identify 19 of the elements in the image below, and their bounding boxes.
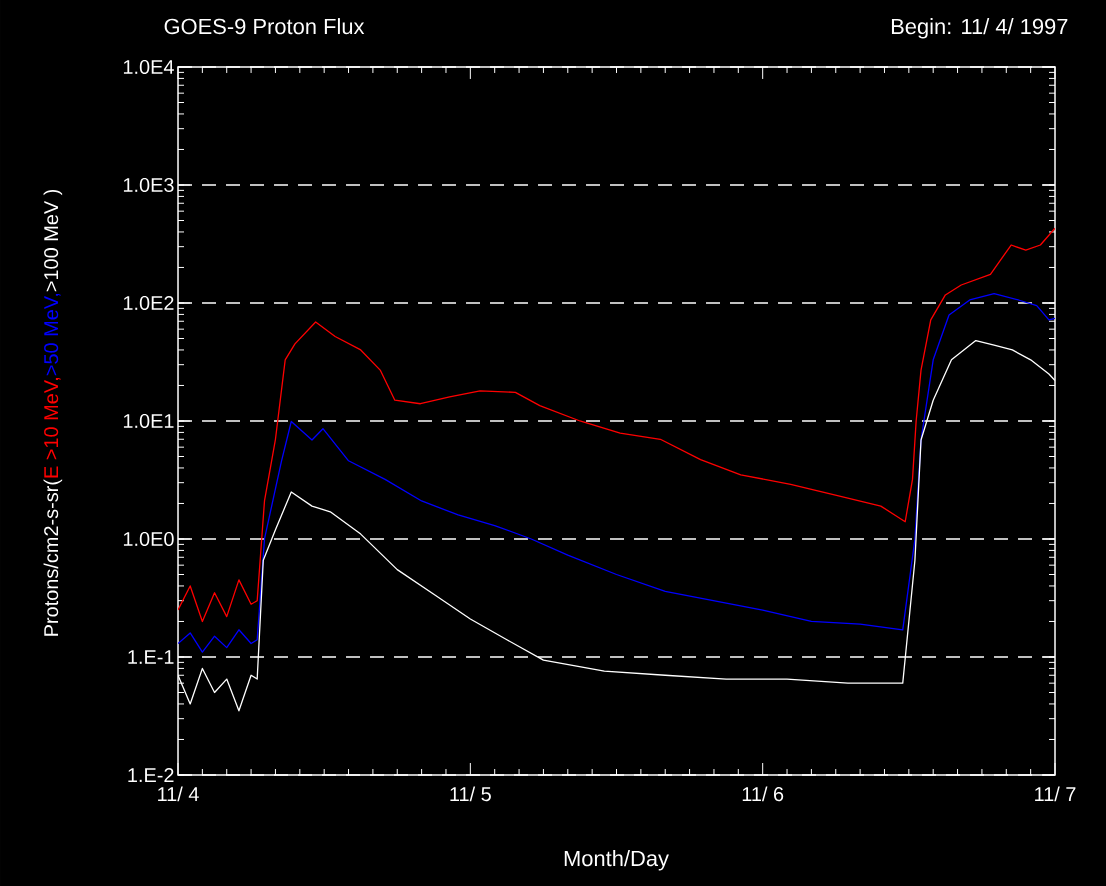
y-tick-label: 1.0E0 [123,531,174,547]
x-tick-label: 11/ 4 [158,786,199,802]
x-tick-label: 11/ 7 [1035,786,1076,802]
x-axis-title: Month/Day [564,850,669,871]
chart-title: GOES-9 Proton Flux [164,18,365,35]
x-tick-label: 11/ 6 [742,786,784,802]
text: E >10 MeV, [44,377,61,478]
text: >50 MeV, [44,293,61,376]
y-axis-title: Protons/cm2-s-sr( [43,479,63,636]
y-tick-label: 1.E-2 [128,768,174,782]
y-tick-label: 1.0E1 [123,413,174,429]
y-tick-label: 1.E-1 [128,650,174,664]
y-tick-label: 1.0E2 [123,295,174,311]
line-series [178,227,1056,623]
y-tick-label: 1.0E4 [123,59,174,75]
y-tick-label: 1.0E3 [123,177,174,193]
text: >100 MeV ) [43,189,63,292]
chart-subtitle: Begin: 11/ 4/ 1997 [891,18,1068,39]
x-tick-label: 11/ 5 [450,786,491,802]
